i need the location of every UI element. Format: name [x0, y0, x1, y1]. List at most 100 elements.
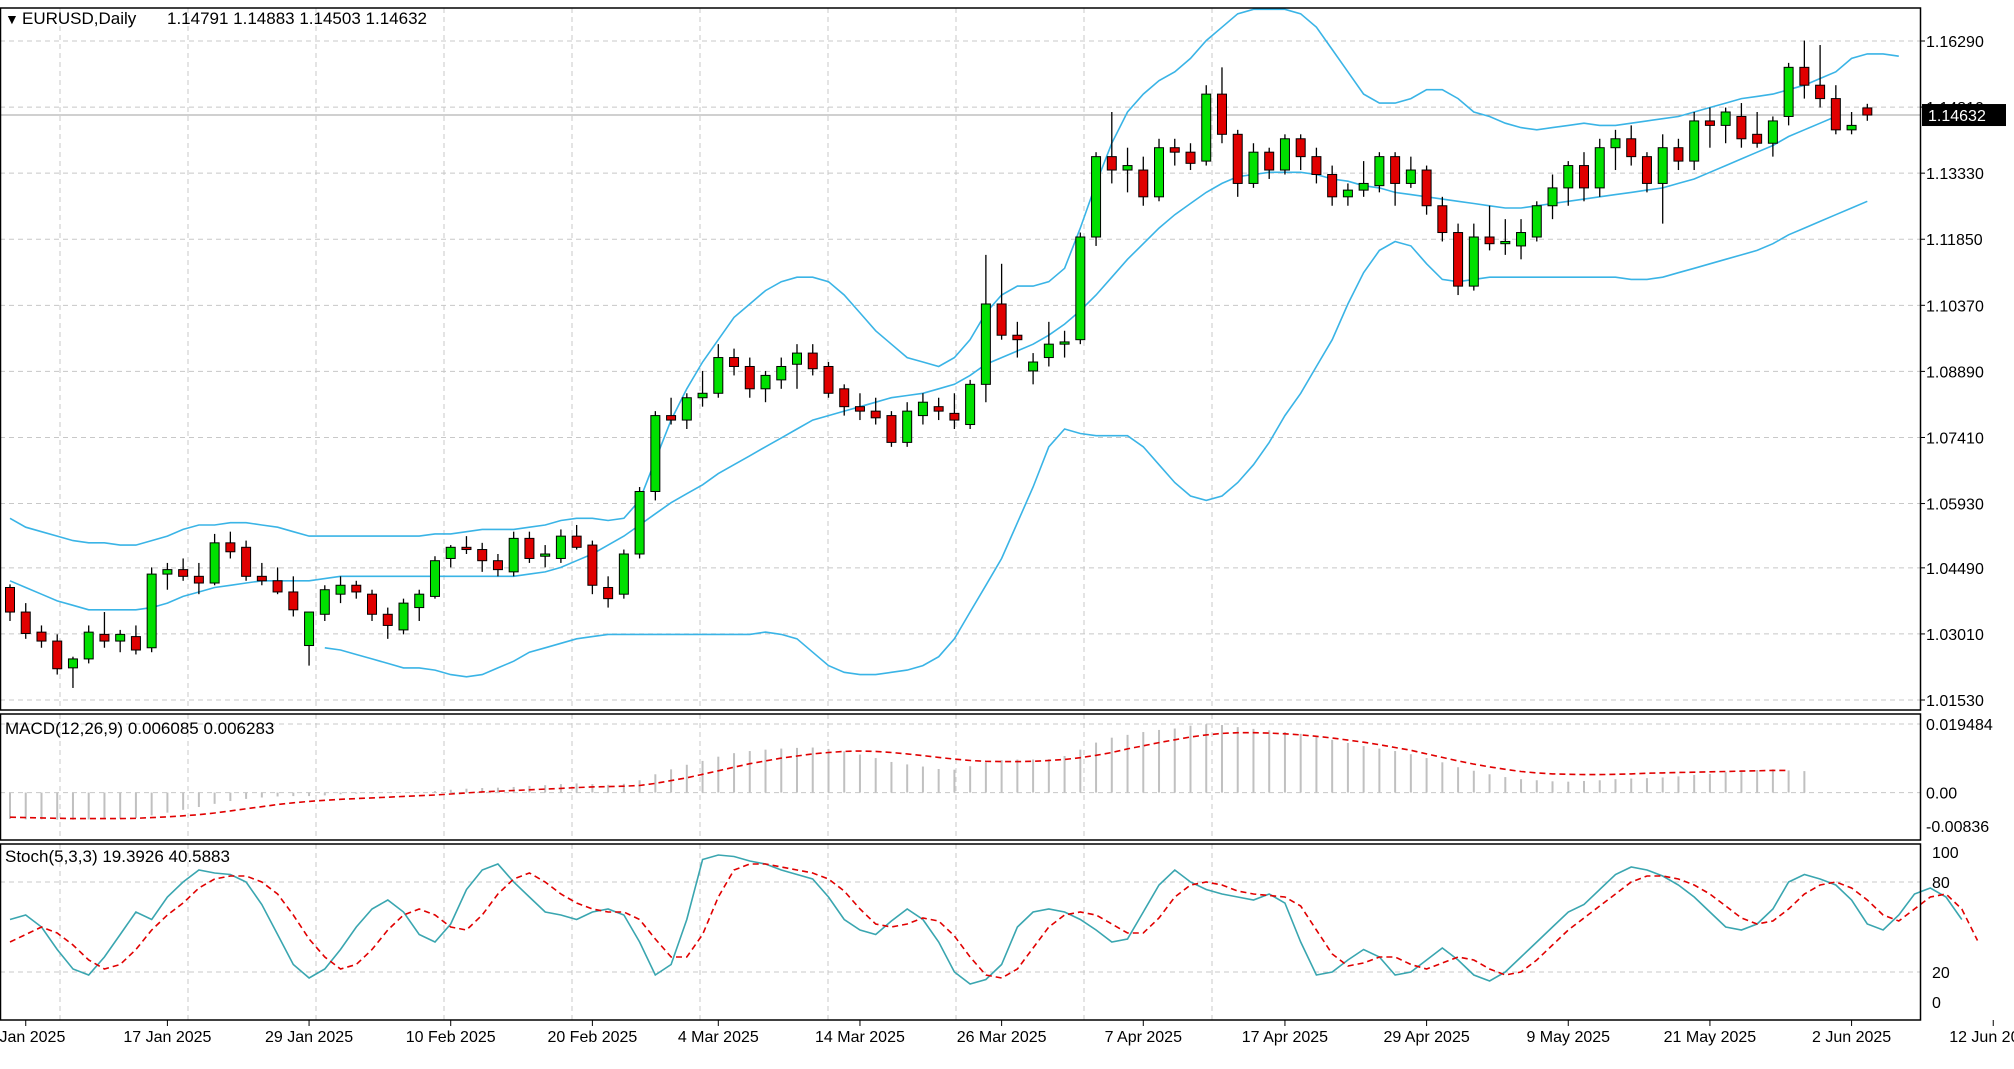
candle[interactable]: [1657, 134, 1668, 224]
candle[interactable]: [130, 625, 141, 655]
macd-panel[interactable]: [9, 724, 1806, 820]
candle[interactable]: [1075, 232, 1086, 345]
candle[interactable]: [807, 344, 818, 376]
candle[interactable]: [1248, 143, 1259, 188]
candle[interactable]: [1815, 45, 1826, 108]
candle[interactable]: [1201, 85, 1212, 166]
candle[interactable]: [1138, 156, 1149, 206]
candle[interactable]: [209, 533, 220, 586]
candle[interactable]: [744, 357, 755, 398]
candle[interactable]: [1295, 134, 1306, 171]
candle[interactable]: [571, 524, 582, 550]
candle[interactable]: [414, 589, 425, 621]
candle[interactable]: [1626, 125, 1637, 166]
candle[interactable]: [115, 629, 126, 653]
candle[interactable]: [1216, 67, 1227, 144]
candle[interactable]: [1862, 103, 1873, 121]
candle[interactable]: [1405, 156, 1416, 188]
candle[interactable]: [1736, 103, 1747, 148]
candle[interactable]: [1091, 152, 1102, 246]
candle[interactable]: [540, 545, 551, 568]
candle[interactable]: [949, 393, 960, 429]
candle[interactable]: [697, 370, 708, 407]
candle[interactable]: [67, 656, 78, 688]
candle[interactable]: [603, 576, 614, 608]
candle[interactable]: [1689, 111, 1700, 171]
candle[interactable]: [1169, 138, 1180, 166]
candle[interactable]: [508, 531, 519, 577]
candle[interactable]: [618, 549, 629, 599]
candle[interactable]: [1453, 223, 1464, 296]
candle[interactable]: [1500, 219, 1511, 255]
candle[interactable]: [429, 556, 440, 599]
candle[interactable]: [634, 487, 645, 559]
candle[interactable]: [288, 576, 299, 617]
candle[interactable]: [1752, 111, 1763, 148]
candle[interactable]: [1106, 111, 1117, 184]
candle[interactable]: [681, 393, 692, 429]
candle[interactable]: [666, 397, 677, 425]
candle[interactable]: [1012, 321, 1023, 358]
candle[interactable]: [870, 397, 881, 425]
candle[interactable]: [1767, 116, 1778, 157]
candle[interactable]: [823, 362, 834, 398]
candle[interactable]: [1264, 147, 1275, 179]
candle[interactable]: [1279, 134, 1290, 175]
candle[interactable]: [1327, 165, 1338, 206]
candle[interactable]: [886, 411, 897, 447]
candle[interactable]: [854, 393, 865, 421]
candle[interactable]: [965, 379, 976, 429]
candle[interactable]: [1610, 129, 1621, 171]
candle[interactable]: [1437, 196, 1448, 242]
candle[interactable]: [1641, 152, 1652, 193]
candle[interactable]: [83, 625, 94, 664]
candle[interactable]: [241, 540, 252, 581]
candle[interactable]: [760, 370, 771, 403]
candle[interactable]: [776, 357, 787, 389]
candle[interactable]: [1311, 147, 1322, 184]
candle[interactable]: [225, 531, 236, 559]
candle[interactable]: [1185, 143, 1196, 171]
candle[interactable]: [839, 384, 850, 416]
candle[interactable]: [1154, 138, 1165, 202]
candle[interactable]: [917, 393, 928, 425]
candle[interactable]: [1043, 321, 1054, 367]
stochastic-panel[interactable]: [9, 854, 1979, 985]
candle[interactable]: [1358, 161, 1369, 197]
candle[interactable]: [20, 603, 31, 639]
candle[interactable]: [335, 576, 346, 604]
candle[interactable]: [367, 589, 378, 621]
candle[interactable]: [1028, 353, 1039, 385]
candle[interactable]: [36, 625, 47, 648]
candle[interactable]: [1059, 330, 1070, 358]
candle[interactable]: [1783, 62, 1794, 126]
candle[interactable]: [1342, 183, 1353, 206]
candle[interactable]: [319, 585, 330, 621]
candle[interactable]: [52, 634, 63, 675]
candle[interactable]: [1673, 138, 1684, 171]
candle[interactable]: [398, 598, 409, 635]
collapse-triangle-icon[interactable]: ▼: [5, 11, 19, 27]
candle[interactable]: [1390, 152, 1401, 206]
candle[interactable]: [146, 567, 157, 653]
candle[interactable]: [1531, 201, 1542, 242]
candle[interactable]: [1704, 107, 1715, 148]
candle[interactable]: [1468, 223, 1479, 291]
candle[interactable]: [351, 580, 362, 599]
candle[interactable]: [650, 411, 661, 501]
candle[interactable]: [587, 540, 598, 595]
candle[interactable]: [1720, 107, 1731, 144]
candle[interactable]: [99, 612, 110, 648]
candle[interactable]: [996, 263, 1007, 340]
candle[interactable]: [980, 254, 991, 403]
candle[interactable]: [461, 536, 472, 555]
candle[interactable]: [178, 558, 189, 581]
candle[interactable]: [1846, 111, 1857, 135]
candle[interactable]: [5, 584, 15, 621]
candle[interactable]: [1830, 85, 1841, 135]
candle[interactable]: [1547, 174, 1558, 220]
candle[interactable]: [524, 531, 535, 563]
candle[interactable]: [1799, 40, 1810, 99]
